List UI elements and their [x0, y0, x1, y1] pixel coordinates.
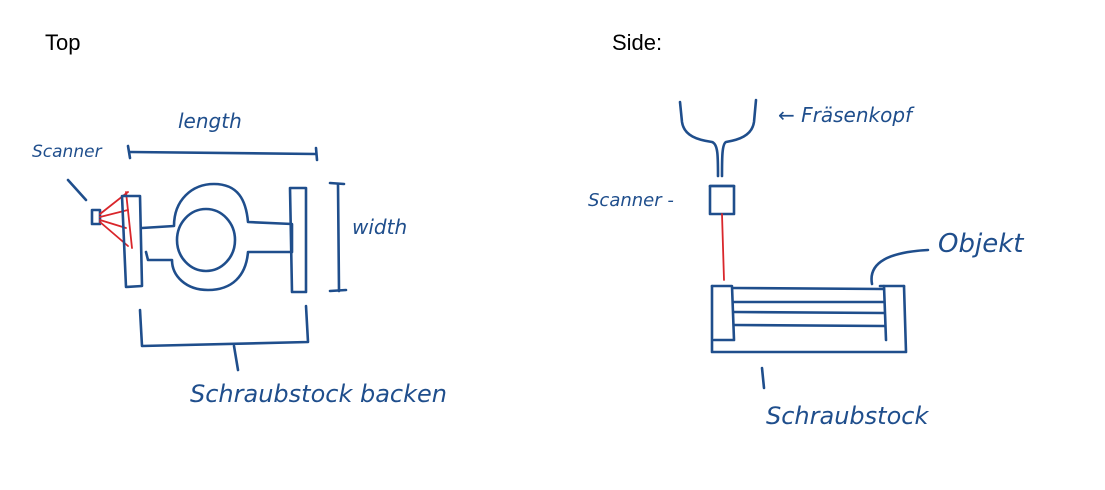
right-jaw [288, 186, 308, 294]
top-scanner-pointer [66, 178, 88, 202]
top-scanner-label: Scanner [32, 142, 103, 162]
object-center-hole [175, 207, 237, 273]
top-view-sketch: length width Scanner Schr [32, 109, 447, 408]
top-object-outline [140, 182, 294, 292]
top-view-heading: Top [45, 30, 81, 55]
vise-pointer [760, 366, 766, 390]
jaws-pointer [232, 344, 240, 372]
vise-label: Schraubstock [766, 402, 929, 430]
top-laser-fan [99, 191, 133, 249]
side-laser-line [721, 213, 725, 281]
length-label: length [178, 109, 242, 133]
jaws-bracket [138, 304, 310, 348]
mill-head-label: ← Fräsenkopf [778, 103, 915, 127]
object-label: Objekt [938, 229, 1024, 259]
left-jaw [120, 194, 144, 289]
side-scanner-box [708, 184, 736, 216]
side-object-plate [732, 286, 886, 328]
mill-head [678, 100, 720, 178]
object-pointer [870, 248, 930, 286]
side-scanner-label: Scanner - [588, 190, 674, 211]
vise-body [710, 284, 908, 354]
width-label: width [352, 215, 407, 239]
side-view-sketch: ← Fräsenkopf Scanner - Objekt Schraubsto… [588, 98, 1024, 430]
side-view-heading: Side: [612, 30, 663, 55]
top-scanner-box [90, 208, 102, 226]
jaws-label: Schraubstock backen [190, 380, 447, 408]
width-dimension [328, 181, 348, 293]
length-dimension [126, 144, 319, 162]
